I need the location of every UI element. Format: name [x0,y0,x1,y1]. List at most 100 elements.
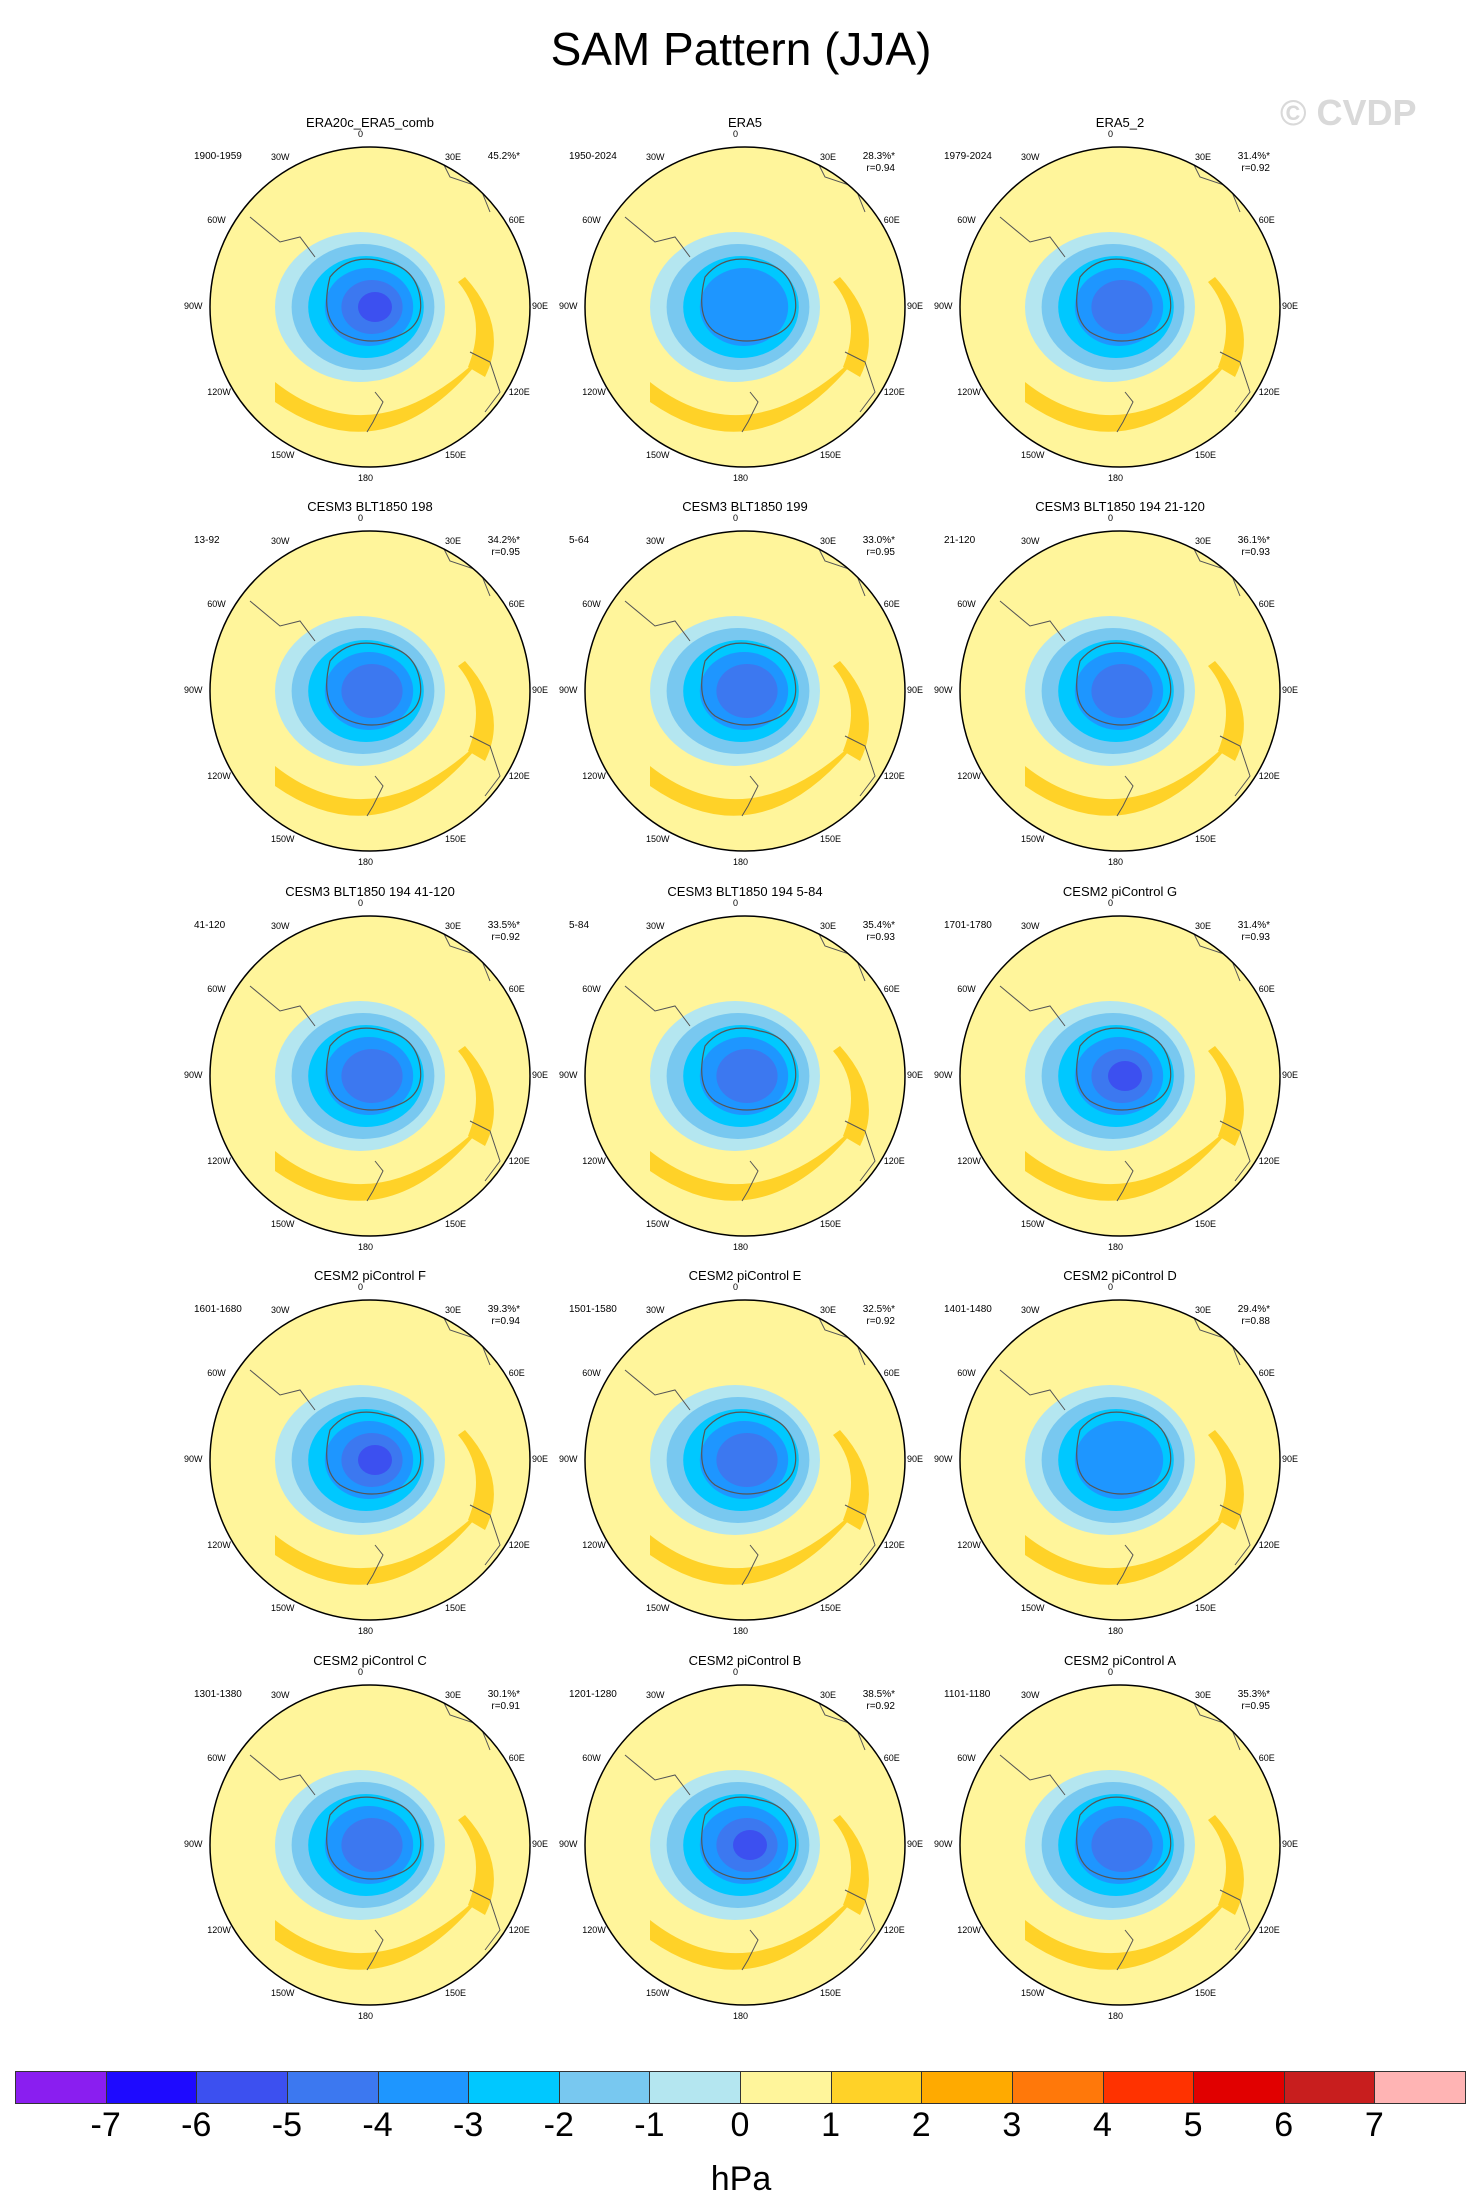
colorbar-tick-label: -3 [453,2106,484,2144]
longitude-label: 120E [1258,1540,1280,1550]
longitude-label: 150E [445,1602,467,1613]
longitude-label: 120W [582,1925,606,1935]
longitude-label: 0 [358,129,364,139]
variance-explained: 38.5%* [862,1689,895,1700]
longitude-label: 150W [1021,1218,1045,1229]
polar-map [959,146,1281,468]
longitude-label: 30W [271,921,290,932]
map-panel: CESM3 BLT1850 198 13-92 34.2%* r=0.95 0 30E 60… [180,499,560,881]
longitude-label: 0 [733,513,739,523]
longitude-label: 60W [207,1753,226,1763]
longitude-label: 150W [646,1602,670,1613]
longitude-label: 30E [445,536,462,547]
longitude-label: 150E [820,449,842,460]
longitude-label: 60W [957,599,976,609]
pattern-correlation: r=0.91 [491,1701,520,1712]
longitude-label: 90E [907,1839,924,1849]
longitude-label: 150W [646,1218,670,1229]
longitude-label: 90E [907,301,924,311]
longitude-label: 60E [1258,984,1275,994]
longitude-label: 120W [957,1540,981,1550]
longitude-label: 30W [1021,1305,1040,1316]
panel-stats: 29.4%* r=0.88 [1220,1304,1270,1328]
figure-title: SAM Pattern (JJA) [550,23,932,75]
longitude-label: 0 [733,1282,739,1292]
panel-period: 1501-1580 [569,1304,617,1315]
longitude-label: 60W [207,599,226,609]
map-panel: CESM3 BLT1850 194 41-120 41-120 33.5%* r=0.… [180,884,560,1266]
panel-period: 41-120 [194,920,226,931]
colorbar-swatch [649,2071,741,2104]
longitude-label: 180 [358,2011,374,2021]
polar-map [959,915,1281,1237]
colorbar-swatch [105,2071,198,2104]
longitude-label: 180 [733,473,749,483]
panel-stats: 32.5%* r=0.92 [845,1304,895,1328]
panel-stats: 28.3%* r=0.94 [845,151,895,175]
longitude-label: 120E [508,1925,530,1935]
longitude-label: 120W [207,1156,231,1166]
longitude-label: 150W [271,833,295,844]
colorbar-unit: hPa [710,2160,772,2198]
panel-stats: 34.2%* r=0.95 [470,535,520,559]
longitude-label: 0 [358,1282,364,1292]
longitude-label: 120W [957,1925,981,1935]
longitude-label: 90E [1282,1070,1299,1080]
panel-stats: 31.4%* r=0.93 [1220,920,1270,944]
panel-period: 5-84 [569,920,590,931]
panel-stats: 35.3%* r=0.95 [1220,1689,1270,1713]
longitude-label: 150W [646,449,670,460]
longitude-label: 120W [582,771,606,781]
panel-period: 5-64 [569,535,590,546]
longitude-label: 90W [559,1839,578,1849]
longitude-label: 60W [582,599,601,609]
longitude-label: 150W [1021,833,1045,844]
longitude-label: 30E [445,921,462,932]
pattern-correlation: r=0.93 [866,932,895,943]
variance-explained: 33.5%* [487,920,520,931]
longitude-label: 120E [1258,1925,1280,1935]
variance-explained: 31.4%* [1237,151,1270,162]
pattern-correlation: r=0.93 [1241,932,1270,943]
colorbar-tick-label: -2 [543,2106,574,2144]
longitude-label: 30W [1021,1690,1040,1701]
pattern-correlation: r=0.88 [1241,1316,1270,1327]
colorbar-tick-label: 1 [821,2106,841,2144]
longitude-label: 0 [733,898,739,908]
longitude-label: 150E [820,1987,842,1998]
longitude-label: 150E [1195,1218,1217,1229]
longitude-label: 120E [1258,387,1280,397]
longitude-label: 30E [820,921,837,932]
variance-explained: 29.4%* [1237,1304,1270,1315]
longitude-label: 30W [646,152,665,163]
longitude-label: 180 [733,1242,749,1252]
panel-title: CESM2 piControl F [314,1268,426,1283]
longitude-label: 120E [883,771,905,781]
longitude-label: 60W [207,215,226,225]
longitude-label: 60E [508,984,525,994]
pattern-correlation: r=0.92 [866,1316,895,1327]
variance-explained: 30.1%* [487,1689,520,1700]
map-panel: CESM3 BLT1850 199 5-64 33.0%* r=0.95 0 30E 60E… [555,499,935,881]
colorbar-swatch [377,2071,470,2104]
polar-map [584,915,906,1237]
panel-period: 1900-1959 [194,151,242,162]
longitude-label: 30E [445,1305,462,1316]
colorbar-swatch [921,2071,1013,2104]
longitude-label: 90W [559,301,578,311]
polar-map [584,1299,906,1621]
longitude-label: 150E [1195,1987,1217,1998]
panel-stats: 36.1%* r=0.93 [1220,535,1270,559]
panel-title: CESM3 BLT1850 199 [682,499,808,514]
variance-explained: 35.4%* [862,920,895,931]
colorbar-swatch [1193,2071,1285,2104]
polar-map [209,530,531,852]
longitude-label: 90E [1282,301,1299,311]
longitude-label: 90W [184,1070,203,1080]
longitude-label: 30W [1021,921,1040,932]
colorbar-tick-label: 7 [1364,2106,1384,2144]
longitude-label: 30E [445,152,462,163]
longitude-label: 150E [445,1218,467,1229]
panel-stats: 45.2%* [470,151,520,163]
panel-period: 1601-1680 [194,1304,242,1315]
